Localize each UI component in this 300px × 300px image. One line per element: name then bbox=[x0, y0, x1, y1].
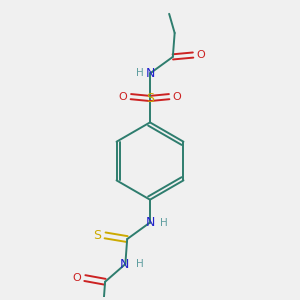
Text: O: O bbox=[118, 92, 127, 102]
Text: N: N bbox=[120, 258, 129, 271]
Text: O: O bbox=[173, 92, 182, 102]
Text: H: H bbox=[160, 218, 168, 227]
Text: S: S bbox=[93, 229, 101, 242]
Text: H: H bbox=[136, 259, 143, 269]
Text: O: O bbox=[72, 273, 81, 283]
Text: N: N bbox=[145, 216, 155, 229]
Text: O: O bbox=[197, 50, 206, 60]
Text: S: S bbox=[146, 92, 154, 105]
Text: N: N bbox=[145, 67, 155, 80]
Text: H: H bbox=[136, 68, 143, 78]
